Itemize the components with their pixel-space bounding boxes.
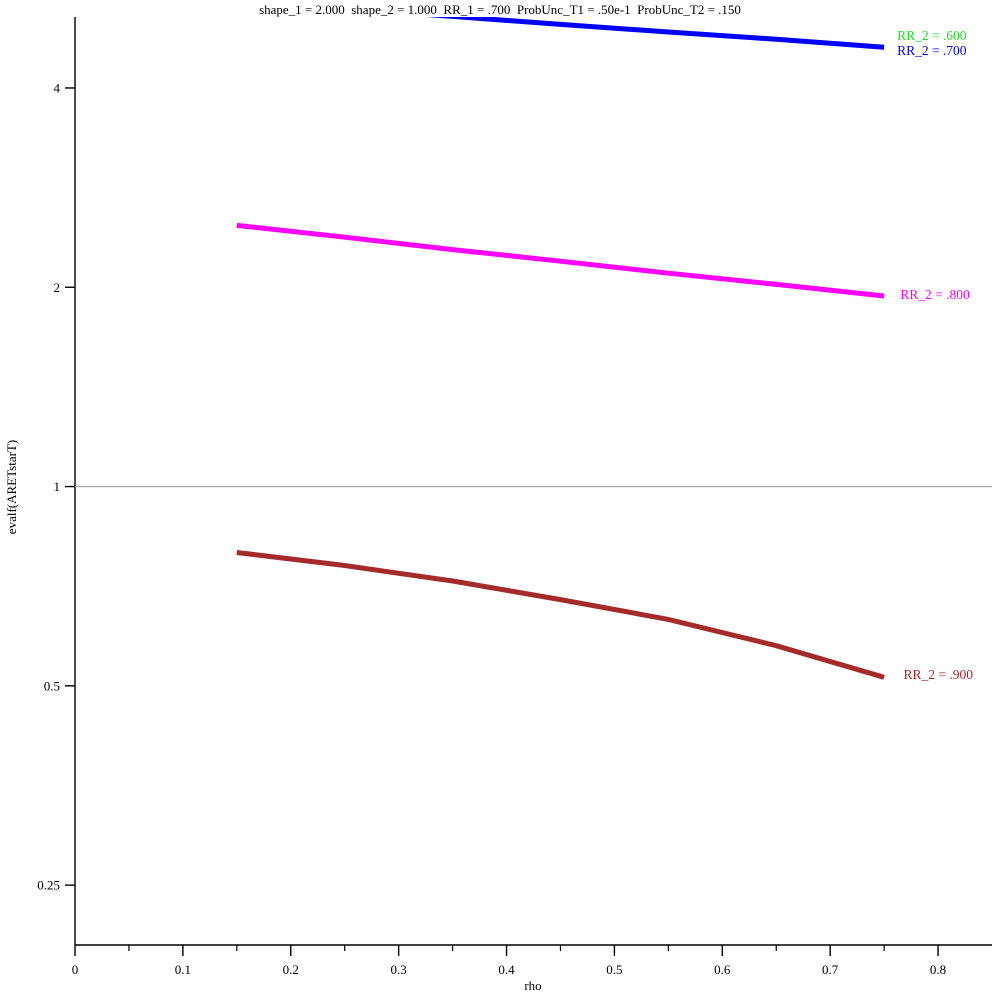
- x-tick-label: 0: [72, 962, 79, 977]
- x-axis-label: rho: [524, 978, 542, 993]
- plot-title: shape_1 = 2.000 shape_2 = 1.000 RR_1 = .…: [259, 2, 741, 17]
- y-tick-label: 0.25: [37, 878, 60, 893]
- y-tick-label: 2: [54, 280, 61, 295]
- series-label-rr2-700: RR_2 = .700: [897, 42, 967, 58]
- series-label-rr2-600: RR_2 = .600: [897, 27, 967, 43]
- x-tick-label: 0.7: [822, 962, 839, 977]
- curves-group: [236, 17, 885, 680]
- series-label-rr2-900: RR_2 = .900: [903, 666, 974, 682]
- series-curve-rr-2-800: [236, 222, 885, 299]
- x-tick-label: 0.2: [283, 962, 299, 977]
- x-tick-label: 0.4: [498, 962, 515, 977]
- series-curve-rr-2-900: [236, 550, 885, 680]
- x-tick-label: 0.1: [175, 962, 191, 977]
- x-tick-label: 0.3: [391, 962, 407, 977]
- series-label-rr2-800: RR_2 = .800: [900, 286, 970, 302]
- series-curve-rr-2-700: [425, 17, 885, 50]
- y-axis-label: evalf(ARETstarT): [4, 439, 19, 535]
- y-tick-label: 4: [54, 80, 61, 95]
- x-tick-label: 0.6: [714, 962, 731, 977]
- x-tick-label: 0.8: [930, 962, 946, 977]
- y-tick-label: 0.5: [44, 678, 60, 693]
- x-tick-label: 0.5: [606, 962, 622, 977]
- y-tick-label: 1: [54, 479, 61, 494]
